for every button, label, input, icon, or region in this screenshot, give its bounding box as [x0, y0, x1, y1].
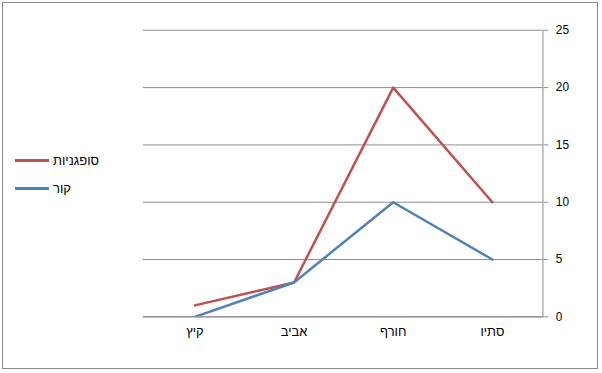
- svg-text:10: 10: [556, 195, 570, 209]
- html-text:סופגניות: סופגניות: [53, 153, 100, 168]
- svg-text:0: 0: [556, 310, 563, 324]
- svg-text:5: 5: [556, 252, 563, 266]
- svg-text:קיץ: קיץ: [186, 324, 203, 339]
- svg-text:20: 20: [556, 80, 570, 94]
- svg-text:אביב: אביב: [281, 324, 308, 339]
- svg-text:25: 25: [556, 23, 570, 37]
- html-text:קור: קור: [53, 181, 71, 196]
- svg-text:חורף: חורף: [380, 324, 406, 339]
- svg-text:15: 15: [556, 138, 570, 152]
- svg-text:סתיו: סתיו: [480, 324, 504, 339]
